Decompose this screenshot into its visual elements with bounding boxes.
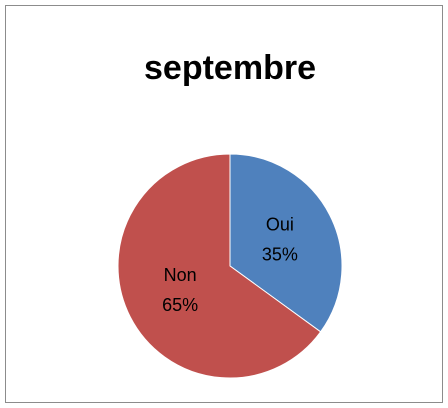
slice-label: Non — [164, 265, 197, 285]
slice-value-label: 65% — [162, 295, 198, 315]
chart-title: septembre — [144, 49, 316, 87]
slice-label: Oui — [266, 214, 294, 234]
pie-slice — [229, 153, 343, 333]
pie-slice — [117, 153, 322, 379]
slice-value-label: 35% — [262, 244, 298, 264]
